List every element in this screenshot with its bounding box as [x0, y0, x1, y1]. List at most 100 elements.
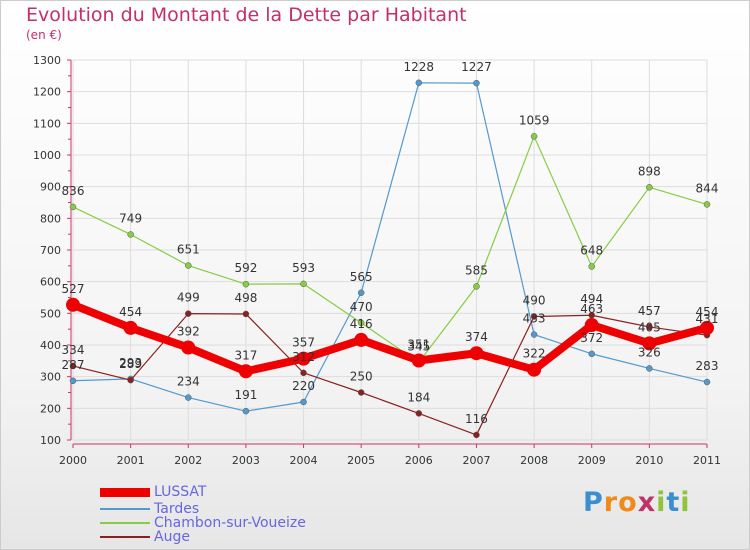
- data-point-lussat: [584, 318, 599, 333]
- data-point-auge: [646, 323, 653, 331]
- data-point-chambon-sur-voueize: [703, 201, 711, 208]
- data-label-layer: 527 454 392 317 357 416 351 374 322 463 405 454 287 2…: [62, 60, 719, 426]
- data-label-auge: 289: [119, 357, 142, 371]
- y-tick-label: 100: [40, 434, 61, 447]
- y-tick-label: 800: [40, 212, 61, 225]
- data-label-tardes: 326: [638, 345, 661, 359]
- axis-layer: 100 200 300 400 500 600 700 800 900 1000 1100 1200 1…: [33, 54, 721, 467]
- data-point-auge: [300, 369, 307, 377]
- data-point-lussat: [123, 320, 138, 335]
- data-label-auge: 494: [580, 292, 603, 306]
- chart-subtitle: (en €): [26, 28, 62, 42]
- data-label-lussat: 351: [407, 338, 430, 352]
- data-label-auge: 457: [638, 304, 661, 318]
- grid-layer: [72, 59, 708, 441]
- data-point-lussat: [296, 351, 311, 366]
- data-label-chambon-sur-voueize: 592: [234, 261, 257, 275]
- data-point-lussat: [354, 332, 369, 347]
- data-label-auge: 499: [177, 291, 200, 305]
- series-line-chambon-sur-voueize: [72, 135, 708, 364]
- data-point-lussat: [181, 340, 196, 355]
- data-point-tardes: [69, 377, 77, 385]
- legend-item: LUSSAT: [100, 485, 206, 499]
- x-tick-label: 2005: [347, 454, 375, 467]
- legend-item: Tardes: [100, 502, 199, 516]
- data-label-tardes: 220: [292, 379, 315, 393]
- data-point-auge: [473, 431, 480, 439]
- data-label-auge: 431: [696, 312, 719, 326]
- data-label-lussat: 317: [234, 348, 257, 362]
- data-label-auge: 334: [62, 343, 85, 357]
- data-point-tardes: [473, 79, 480, 87]
- data-point-tardes: [242, 407, 250, 415]
- x-tick-label: 2006: [405, 454, 433, 467]
- data-point-lussat: [238, 364, 253, 379]
- data-point-chambon-sur-voueize: [69, 203, 77, 211]
- data-label-lussat: 392: [177, 325, 200, 339]
- data-label-lussat: 416: [350, 317, 373, 331]
- legend-item: Auge: [100, 530, 190, 544]
- data-point-chambon-sur-voueize: [646, 184, 653, 191]
- data-point-auge: [185, 310, 192, 317]
- data-label-tardes: 1228: [404, 60, 435, 74]
- data-label-tardes: 433: [523, 312, 546, 326]
- data-label-auge: 116: [465, 412, 488, 426]
- data-label-auge: 490: [523, 294, 546, 308]
- data-label-chambon-sur-voueize: 1059: [519, 113, 550, 127]
- data-point-auge: [127, 376, 134, 384]
- data-label-chambon-sur-voueize: 836: [62, 184, 85, 198]
- data-label-chambon-sur-voueize: 585: [465, 263, 488, 277]
- data-point-tardes: [530, 331, 538, 338]
- data-label-tardes: 372: [580, 331, 603, 345]
- data-label-lussat: 527: [62, 282, 85, 296]
- data-label-tardes: 293: [119, 356, 142, 370]
- data-label-auge: 250: [350, 370, 373, 384]
- y-tick-label: 900: [40, 181, 61, 194]
- data-point-chambon-sur-voueize: [473, 283, 480, 290]
- y-tick-label: 1100: [33, 117, 61, 130]
- x-tick-label: 2004: [290, 454, 318, 467]
- series-layer: [66, 79, 714, 439]
- data-point-chambon-sur-voueize: [357, 319, 365, 327]
- legend-item: Chambon-sur-Voueize: [100, 516, 306, 530]
- data-point-tardes: [357, 289, 365, 296]
- data-label-lussat: 405: [638, 320, 661, 334]
- y-tick-label: 1200: [33, 86, 61, 99]
- data-point-chambon-sur-voueize: [127, 231, 134, 238]
- legend-label: Chambon-sur-Voueize: [154, 515, 306, 531]
- data-point-chambon-sur-voueize: [530, 133, 538, 140]
- data-label-chambon-sur-voueize: 749: [119, 211, 142, 225]
- x-tick-label: 2001: [117, 454, 145, 467]
- data-label-tardes: 283: [696, 359, 719, 373]
- data-label-lussat: 454: [119, 305, 142, 319]
- data-label-tardes: 565: [350, 270, 373, 284]
- proxiti-logo: Proxiti: [583, 487, 691, 518]
- x-tick-label: 2010: [635, 454, 663, 467]
- data-point-chambon-sur-voueize: [242, 280, 250, 288]
- data-point-chambon-sur-voueize: [300, 280, 307, 288]
- data-label-auge: 312: [292, 350, 315, 364]
- x-tick-label: 2000: [59, 454, 87, 467]
- data-point-lussat: [527, 362, 542, 377]
- data-point-auge: [357, 389, 365, 396]
- data-point-tardes: [300, 398, 307, 406]
- data-point-lussat: [642, 336, 657, 351]
- data-point-chambon-sur-voueize: [588, 263, 595, 270]
- data-label-lussat: 357: [292, 336, 315, 350]
- data-label-tardes: 287: [62, 358, 85, 372]
- data-point-lussat: [66, 297, 80, 312]
- data-label-chambon-sur-voueize: 345: [407, 339, 430, 353]
- data-label-tardes: 1227: [461, 60, 492, 74]
- x-tick-label: 2007: [462, 454, 490, 467]
- data-label-tardes: 191: [234, 388, 257, 402]
- x-tick-label: 2008: [520, 454, 548, 467]
- series-line-lussat: [69, 300, 711, 376]
- data-label-auge: 498: [234, 291, 257, 305]
- y-tick-label: 700: [40, 244, 61, 257]
- data-label-tardes: 234: [177, 375, 200, 389]
- x-tick-label: 2011: [693, 454, 721, 467]
- data-point-auge: [69, 362, 77, 370]
- data-point-auge: [530, 313, 538, 320]
- data-point-chambon-sur-voueize: [185, 262, 192, 269]
- y-tick-label: 400: [40, 339, 61, 352]
